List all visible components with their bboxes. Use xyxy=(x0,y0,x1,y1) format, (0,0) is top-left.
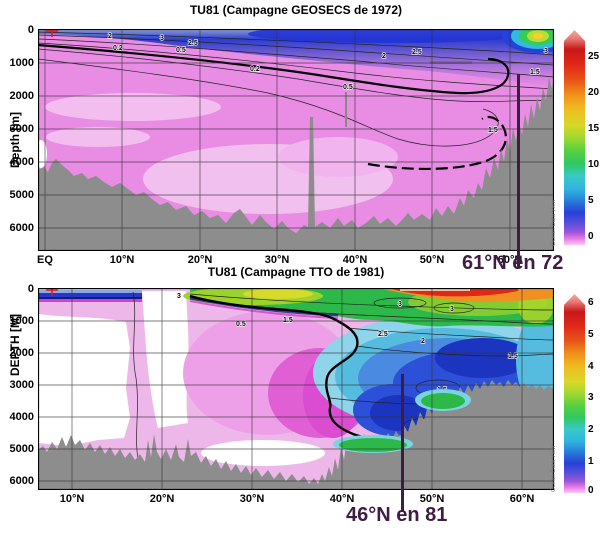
svg-text:2: 2 xyxy=(421,338,425,345)
top-y-axis-label: Depth [m] xyxy=(8,112,22,168)
bottom-colorbar xyxy=(564,294,585,493)
bottom-y-tick: 5000 xyxy=(9,443,34,455)
top-y-tick: 3000 xyxy=(9,123,34,135)
top-surface-tritium-band xyxy=(38,29,554,87)
bottom-colorbar-tick: 4 xyxy=(588,361,594,372)
svg-text:3: 3 xyxy=(544,48,548,55)
svg-text:1.5: 1.5 xyxy=(508,353,518,360)
top-dark-band-fragment xyxy=(430,61,472,64)
top-bullseye-subsurface-max xyxy=(502,29,554,53)
top-colorbar-tick: 20 xyxy=(588,87,600,98)
bottom-grid-lines xyxy=(38,288,554,490)
bottom-no-data-white-regions xyxy=(38,291,554,466)
bottom-colorbar-tick: 0 xyxy=(588,485,594,496)
top-colorbar-tick: 0 xyxy=(588,231,594,242)
top-chart-title: TU81 (Campagne GEOSECS de 1972) xyxy=(189,3,403,17)
top-contour-labels: 2 3 2.5 0.2 0.5 0.2 2 2.5 3 1.5 0.5 1.5 xyxy=(107,32,548,134)
annotation-text-61N: 61°N en 72 xyxy=(462,252,564,274)
annotation-line-46N xyxy=(401,374,404,512)
top-colorbar-tick: 10 xyxy=(588,159,600,170)
svg-text:3: 3 xyxy=(177,293,181,300)
svg-text:0.5: 0.5 xyxy=(176,47,186,54)
bottom-contour-lines xyxy=(132,291,554,459)
bottom-x-tick: 60°N xyxy=(509,493,535,505)
odv-watermark: Ocean Data View xyxy=(551,199,557,246)
svg-text:3: 3 xyxy=(398,301,402,308)
bottom-y-tick: 1000 xyxy=(9,315,34,327)
bottom-x-tick: 20°N xyxy=(149,493,175,505)
top-y-tick: 1000 xyxy=(9,57,34,69)
bottom-section-plot: 3 3 3 2.5 2 1.5 0.5 1.5 1.5 1 2 xyxy=(38,288,554,490)
annotation-text-46N: 46°N en 81 xyxy=(346,504,448,526)
top-colorbar-tick: 25 xyxy=(588,51,600,62)
top-section-plot: 2 3 2.5 0.2 0.5 0.2 2 2.5 3 1.5 0.5 1.5 xyxy=(38,29,554,251)
top-grid-lines xyxy=(38,29,554,251)
top-y-tick: 4000 xyxy=(9,156,34,168)
bottom-y-tick: 0 xyxy=(27,283,34,295)
annotation-line-61N xyxy=(517,74,520,268)
bottom-surface-stripes-left xyxy=(38,290,142,302)
bottom-y-tick: 6000 xyxy=(9,475,34,487)
svg-text:1.5: 1.5 xyxy=(283,317,293,324)
top-x-tick: 10°N xyxy=(109,254,135,266)
top-colorbar xyxy=(564,30,585,245)
top-x-tick: 30°N xyxy=(264,254,290,266)
bottom-y-tick: 3000 xyxy=(9,379,34,391)
top-x-tick: 60°N xyxy=(497,254,523,266)
top-station-line xyxy=(345,92,347,127)
station-marker-icon xyxy=(46,288,58,296)
svg-text:2: 2 xyxy=(108,33,112,40)
top-y-tick: 2000 xyxy=(9,90,34,102)
svg-text:2.5: 2.5 xyxy=(188,40,198,47)
svg-text:0.2: 0.2 xyxy=(113,45,123,52)
svg-text:2.5: 2.5 xyxy=(378,331,388,338)
svg-text:0.2: 0.2 xyxy=(250,66,260,73)
station-marker-icon xyxy=(46,29,58,37)
svg-text:2.5: 2.5 xyxy=(412,49,422,56)
svg-text:2: 2 xyxy=(382,53,386,60)
svg-text:3: 3 xyxy=(450,306,454,313)
top-y-tick: 6000 xyxy=(9,222,34,234)
bottom-colorbar-tick: 3 xyxy=(588,392,594,403)
top-x-tick: 50°N xyxy=(419,254,445,266)
svg-text:0.5: 0.5 xyxy=(343,84,353,91)
top-x-tick: 40°N xyxy=(342,254,368,266)
top-x-tick: 20°N xyxy=(187,254,213,266)
bottom-chart-title: TU81 (Campagne TTO de 1981) xyxy=(207,265,385,279)
bottom-plot-frame xyxy=(38,288,554,490)
top-y-tick: 5000 xyxy=(9,189,34,201)
top-plot-frame xyxy=(38,29,554,251)
svg-text:1.5: 1.5 xyxy=(530,69,540,76)
bottom-y-tick: 2000 xyxy=(9,347,34,359)
bottom-x-tick: 40°N xyxy=(329,493,355,505)
bottom-colorbar-tick: 6 xyxy=(588,297,594,308)
bottom-y-tick: 4000 xyxy=(9,411,34,423)
bottom-bathymetry xyxy=(38,380,554,490)
top-surface-max-core xyxy=(248,29,528,43)
top-y-tick: 0 xyxy=(27,24,34,36)
svg-text:1.5: 1.5 xyxy=(488,127,498,134)
bottom-colorbar-tick: 5 xyxy=(588,329,594,340)
odv-watermark: Ocean Data View xyxy=(551,445,557,492)
top-colorbar-tick: 5 xyxy=(588,195,594,206)
svg-text:0.5: 0.5 xyxy=(236,321,246,328)
bottom-y-axis-label: DEPTH [M] xyxy=(8,314,22,376)
bottom-x-tick: 50°N xyxy=(419,493,445,505)
top-colorbar-tick: 15 xyxy=(588,123,600,134)
top-bathymetry xyxy=(38,73,554,251)
svg-text:3: 3 xyxy=(160,35,164,42)
top-x-tick: EQ xyxy=(37,254,53,266)
bottom-colorbar-tick: 1 xyxy=(588,456,594,467)
bottom-colorbar-tick: 2 xyxy=(588,424,594,435)
top-thick-contour xyxy=(38,43,510,171)
bottom-thick-contour xyxy=(189,294,391,442)
bottom-x-tick: 30°N xyxy=(239,493,265,505)
bottom-x-tick: 10°N xyxy=(59,493,85,505)
